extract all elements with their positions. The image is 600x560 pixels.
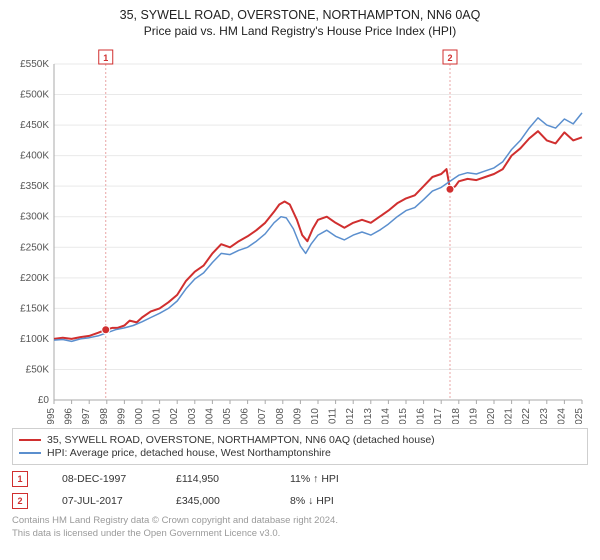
svg-text:£500K: £500K <box>20 90 49 101</box>
transaction-date: 08-DEC-1997 <box>62 473 142 485</box>
svg-text:2023: 2023 <box>539 408 550 424</box>
svg-text:£300K: £300K <box>20 212 49 223</box>
legend-swatch <box>19 439 41 441</box>
legend-item: HPI: Average price, detached house, West… <box>19 447 581 459</box>
footer-line-2: This data is licensed under the Open Gov… <box>12 528 588 541</box>
svg-text:1996: 1996 <box>64 408 75 424</box>
legend-label: 35, SYWELL ROAD, OVERSTONE, NORTHAMPTON,… <box>47 434 435 446</box>
svg-text:£150K: £150K <box>20 303 49 314</box>
transaction-row: 1 08-DEC-1997 £114,950 11% ↑ HPI <box>12 471 588 487</box>
svg-text:£200K: £200K <box>20 273 49 284</box>
svg-text:2014: 2014 <box>380 408 391 424</box>
svg-text:2004: 2004 <box>204 408 215 424</box>
svg-text:2010: 2010 <box>310 408 321 424</box>
svg-text:2002: 2002 <box>169 408 180 424</box>
transaction-badge: 1 <box>12 471 28 487</box>
legend-item: 35, SYWELL ROAD, OVERSTONE, NORTHAMPTON,… <box>19 434 581 446</box>
svg-text:2022: 2022 <box>521 408 532 424</box>
legend-swatch <box>19 452 41 454</box>
svg-text:1995: 1995 <box>46 408 57 424</box>
transaction-delta: 11% ↑ HPI <box>290 473 370 485</box>
footer-attribution: Contains HM Land Registry data © Crown c… <box>12 515 588 541</box>
svg-text:2: 2 <box>447 53 452 63</box>
svg-text:2006: 2006 <box>240 408 251 424</box>
transaction-price: £114,950 <box>176 473 256 485</box>
svg-text:2007: 2007 <box>257 408 268 424</box>
transaction-row: 2 07-JUL-2017 £345,000 8% ↓ HPI <box>12 493 588 509</box>
svg-text:£350K: £350K <box>20 181 49 192</box>
transactions-block: 1 08-DEC-1997 £114,950 11% ↑ HPI 2 07-JUL-201… <box>12 471 588 509</box>
svg-text:2013: 2013 <box>363 408 374 424</box>
transaction-badge: 2 <box>12 493 28 509</box>
chart-title: 35, SYWELL ROAD, OVERSTONE, NORTHAMPTON,… <box>12 8 588 22</box>
footer-line-1: Contains HM Land Registry data © Crown c… <box>12 515 588 528</box>
svg-text:£50K: £50K <box>26 364 50 375</box>
chart-subtitle: Price paid vs. HM Land Registry's House … <box>12 24 588 38</box>
svg-text:1: 1 <box>103 53 108 63</box>
svg-text:1999: 1999 <box>116 408 127 424</box>
svg-text:2019: 2019 <box>468 408 479 424</box>
svg-text:2017: 2017 <box>433 408 444 424</box>
svg-text:2016: 2016 <box>416 408 427 424</box>
svg-text:2003: 2003 <box>187 408 198 424</box>
svg-text:£550K: £550K <box>20 59 49 70</box>
svg-text:£100K: £100K <box>20 334 49 345</box>
svg-text:2012: 2012 <box>345 408 356 424</box>
transaction-delta: 8% ↓ HPI <box>290 495 370 507</box>
svg-text:2009: 2009 <box>292 408 303 424</box>
svg-text:2018: 2018 <box>451 408 462 424</box>
svg-text:2011: 2011 <box>328 408 339 424</box>
legend-box: 35, SYWELL ROAD, OVERSTONE, NORTHAMPTON,… <box>12 428 588 465</box>
transaction-date: 07-JUL-2017 <box>62 495 142 507</box>
svg-text:2008: 2008 <box>275 408 286 424</box>
svg-text:1998: 1998 <box>99 408 110 424</box>
svg-text:£0: £0 <box>38 395 50 406</box>
svg-text:2025: 2025 <box>574 408 585 424</box>
svg-text:2020: 2020 <box>486 408 497 424</box>
svg-text:2021: 2021 <box>504 408 515 424</box>
legend-label: HPI: Average price, detached house, West… <box>47 447 331 459</box>
chart-container: 35, SYWELL ROAD, OVERSTONE, NORTHAMPTON,… <box>0 0 600 545</box>
svg-text:2005: 2005 <box>222 408 233 424</box>
transaction-price: £345,000 <box>176 495 256 507</box>
svg-text:£250K: £250K <box>20 242 49 253</box>
svg-text:2015: 2015 <box>398 408 409 424</box>
svg-text:£450K: £450K <box>20 120 49 131</box>
svg-text:2000: 2000 <box>134 408 145 424</box>
title-block: 35, SYWELL ROAD, OVERSTONE, NORTHAMPTON,… <box>12 8 588 38</box>
svg-text:£400K: £400K <box>20 151 49 162</box>
svg-text:2024: 2024 <box>556 408 567 424</box>
chart-plot: £0 £50K £100K £150K £200K £250K £300K £350K £400… <box>12 44 588 424</box>
svg-text:2001: 2001 <box>152 408 163 424</box>
svg-text:1997: 1997 <box>81 408 92 424</box>
